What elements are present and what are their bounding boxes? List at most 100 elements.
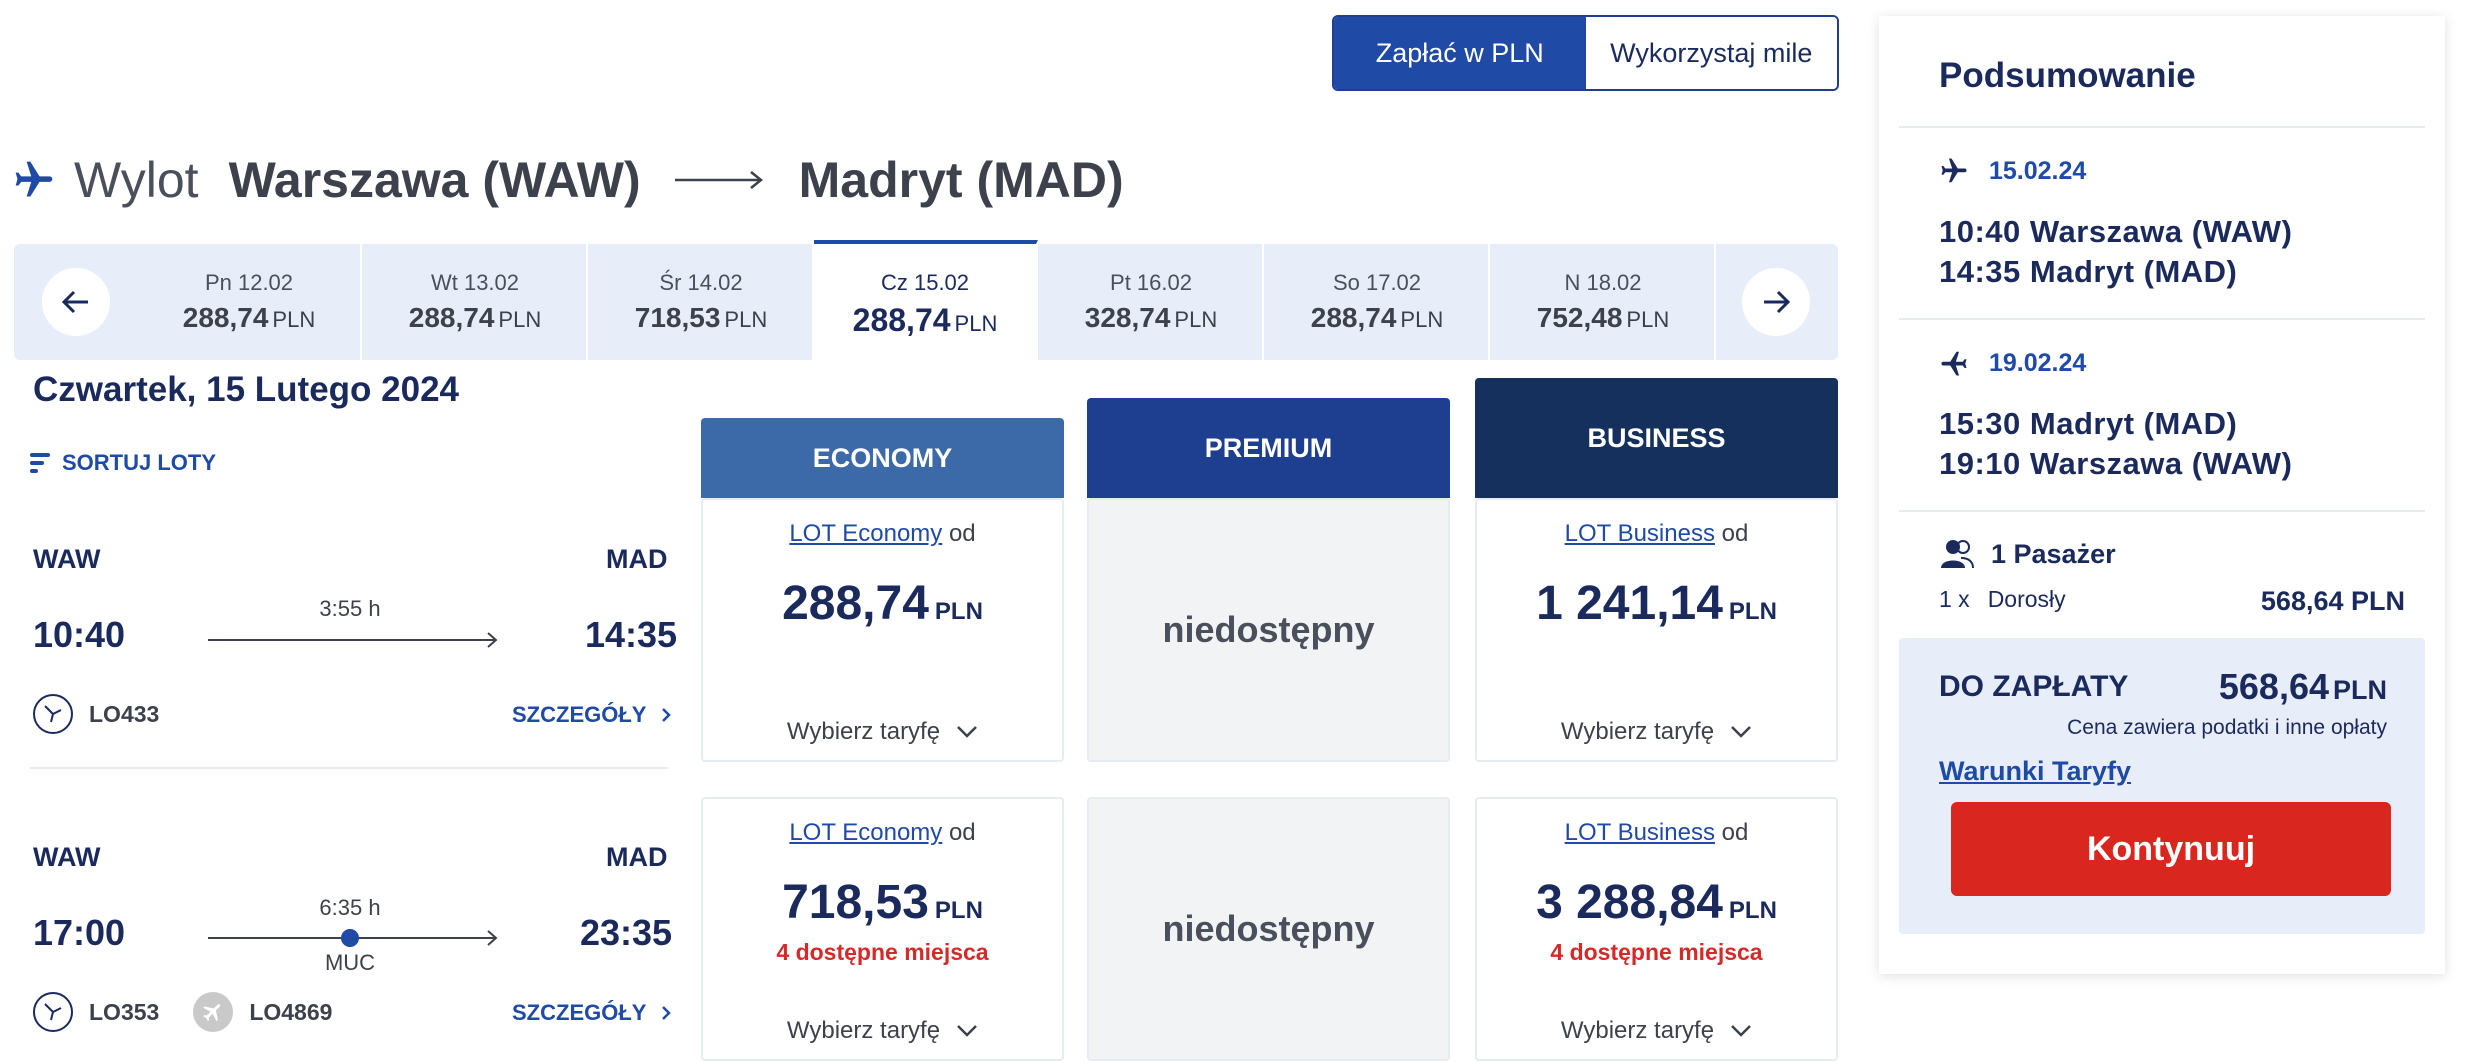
- lot-logo-icon: [33, 992, 73, 1032]
- fare-card-business[interactable]: LOT Business od 1 241,14 PLN Wybierz tary…: [1475, 498, 1838, 762]
- inbound-date: 19.02.24: [1939, 348, 2086, 378]
- date-option[interactable]: So 17.02 288,74 PLN: [1266, 244, 1490, 360]
- route-header: Wylot Warszawa (WAW) Madryt (MAD): [12, 145, 1124, 215]
- timeline-arrow-icon: [208, 632, 498, 648]
- flight-details-link[interactable]: SZCZEGÓŁY: [512, 702, 676, 728]
- total-box: DO ZAPŁATY 568,64 PLN Cena zawiera podatk…: [1899, 638, 2425, 934]
- choose-fare-button[interactable]: Wybierz taryfę: [703, 718, 1062, 746]
- flight-destination-code: MAD: [606, 842, 668, 872]
- partner-airline-icon: [193, 992, 234, 1032]
- sort-label: SORTUJ LOTY: [62, 450, 217, 475]
- route-arrow-icon: [674, 171, 763, 189]
- outbound-departure: 10:40 Warszawa (WAW): [1939, 214, 2293, 249]
- outbound-date: 15.02.24: [1939, 156, 2086, 186]
- passenger-count: 1 Pasażer: [1939, 538, 2116, 570]
- arrival-time: 23:35: [580, 912, 673, 953]
- choose-fare-button[interactable]: Wybierz taryfę: [1477, 718, 1836, 746]
- date-day: Śr 14.02: [659, 270, 743, 295]
- currency-toggle: Zapłać w PLN Wykorzystaj mile: [1332, 15, 1839, 91]
- summary-title: Podsumowanie: [1939, 56, 2196, 95]
- date-price: 288,74 PLN: [852, 301, 998, 338]
- total-label: DO ZAPŁATY: [1939, 670, 2129, 703]
- fare-card-economy[interactable]: LOT Economy od 288,74 PLN Wybierz taryfę: [701, 498, 1064, 762]
- date-price: 288,74 PLN: [182, 302, 316, 333]
- booking-summary: Podsumowanie 15.02.24 10:40 Warszawa (WA…: [1879, 16, 2445, 974]
- fare-price: 3 288,84 PLN: [1536, 876, 1777, 929]
- summary-divider: [1899, 126, 2425, 128]
- chevron-right-icon: [662, 1006, 672, 1020]
- flight-origin-code: WAW: [33, 544, 101, 574]
- sort-flights-button[interactable]: SORTUJ LOTY: [30, 450, 216, 476]
- sort-icon: [30, 453, 50, 473]
- date-option[interactable]: Wt 13.02 288,74 PLN: [364, 244, 588, 360]
- total-amount: 568,64 PLN: [2218, 666, 2387, 707]
- inbound-arrival: 19:10 Warszawa (WAW): [1939, 446, 2293, 481]
- date-option[interactable]: Pt 16.02 328,74 PLN: [1040, 244, 1264, 360]
- fare-link[interactable]: LOT Business: [1564, 819, 1715, 846]
- date-option[interactable]: Śr 14.02 718,53 PLN: [590, 244, 814, 360]
- date-day: Pt 16.02: [1110, 270, 1192, 295]
- outbound-arrival: 14:35 Madryt (MAD): [1939, 254, 2238, 289]
- continue-button[interactable]: Kontynuuj: [1951, 802, 2391, 896]
- day-title: Czwartek, 15 Lutego 2024: [33, 370, 459, 409]
- cabin-header-business: BUSINESS: [1475, 378, 1838, 498]
- flight-duration: 6:35 h: [319, 895, 381, 920]
- flight-number: LO353 LO4869: [33, 992, 332, 1032]
- fare-link[interactable]: LOT Economy: [789, 819, 943, 846]
- choose-fare-button[interactable]: Wybierz taryfę: [1477, 1017, 1836, 1045]
- departure-time: 10:40: [33, 614, 126, 655]
- fare-price: 1 241,14 PLN: [1536, 577, 1777, 630]
- summary-divider: [1899, 510, 2425, 512]
- fare-card-premium-unavailable: niedostępny: [1087, 498, 1450, 762]
- cabin-header-premium: PREMIUM: [1087, 398, 1450, 498]
- flight-timeline: [208, 630, 500, 655]
- fare-card-premium-unavailable: niedostępny: [1087, 797, 1450, 1061]
- summary-divider: [1899, 318, 2425, 320]
- date-day: So 17.02: [1332, 270, 1422, 295]
- flight-timeline: [208, 928, 500, 953]
- fare-card-economy[interactable]: LOT Economy od 718,53 PLN 4 dostępne miej…: [701, 797, 1064, 1061]
- date-option[interactable]: Pn 12.02 288,74 PLN: [138, 244, 362, 360]
- flight-number: LO433: [33, 694, 159, 734]
- arrow-left-icon: [61, 290, 88, 314]
- plane-return-icon: [1941, 351, 1967, 376]
- seats-available: 4 dostępne miejsca: [1550, 939, 1763, 965]
- flight-duration: 3:55 h: [319, 596, 381, 621]
- choose-fare-button[interactable]: Wybierz taryfę: [703, 1017, 1062, 1045]
- arrival-time: 14:35: [585, 614, 678, 655]
- chevron-down-icon: [957, 726, 977, 738]
- chevron-down-icon: [957, 1025, 977, 1037]
- date-price: 288,74 PLN: [1310, 302, 1444, 333]
- tax-note: Cena zawiera podatki i inne opłaty: [2067, 716, 2387, 739]
- date-price: 328,74 PLN: [1084, 302, 1218, 333]
- date-carousel: Pn 12.02 288,74 PLN Wt 13.02 288,74 PLN Śr 1…: [14, 240, 1838, 364]
- use-miles-button[interactable]: Wykorzystaj mile: [1585, 17, 1837, 89]
- date-day: Pn 12.02: [204, 270, 294, 295]
- date-option[interactable]: N 18.02 752,48 PLN: [1492, 244, 1716, 360]
- plane-departure-icon: [1941, 158, 1967, 183]
- date-day: Cz 15.02: [880, 269, 970, 295]
- timeline-arrow-icon: [208, 929, 498, 947]
- origin-city: Warszawa (WAW): [228, 152, 641, 208]
- date-price: 752,48 PLN: [1536, 302, 1670, 333]
- date-price: 288,74 PLN: [408, 302, 542, 333]
- flight-divider: [30, 767, 668, 769]
- fare-terms-link[interactable]: Warunki Taryfy: [1939, 756, 2132, 786]
- seats-available: 4 dostępne miejsca: [776, 939, 989, 965]
- next-dates-button[interactable]: [1742, 268, 1810, 336]
- destination-city: Madryt (MAD): [798, 152, 1124, 208]
- flight-details-link[interactable]: SZCZEGÓŁY: [512, 1000, 676, 1026]
- fare-link[interactable]: LOT Economy: [789, 520, 943, 547]
- arrow-right-icon: [1764, 290, 1791, 314]
- cabin-header-economy: ECONOMY: [701, 418, 1064, 498]
- fare-link[interactable]: LOT Business: [1564, 520, 1715, 547]
- inbound-departure: 15:30 Madryt (MAD): [1939, 406, 2238, 441]
- flight-origin-code: WAW: [33, 842, 101, 872]
- date-price: 718,53 PLN: [634, 302, 768, 333]
- prev-dates-button[interactable]: [42, 268, 110, 336]
- fare-card-business[interactable]: LOT Business od 3 288,84 PLN 4 dostępne m…: [1475, 797, 1838, 1061]
- fare-price: 718,53 PLN: [782, 876, 983, 929]
- pay-pln-button[interactable]: Zapłać w PLN: [1334, 17, 1586, 89]
- passenger-line: 1 x Dorosły 568,64 PLN: [1939, 586, 2405, 616]
- date-option-selected[interactable]: Cz 15.02 288,74 PLN: [814, 240, 1038, 364]
